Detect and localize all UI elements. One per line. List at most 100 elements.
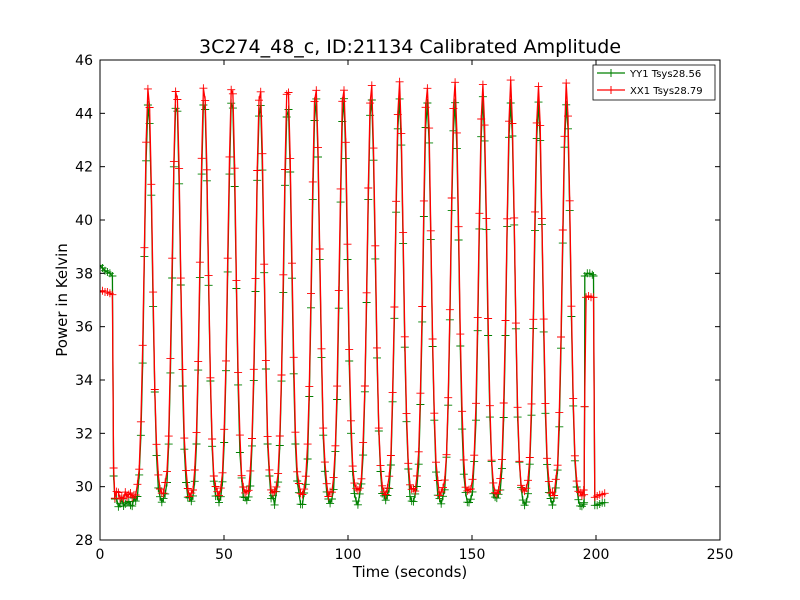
chart-title: 3C274_48_c, ID:21134 Calibrated Amplitud…: [199, 36, 621, 58]
data-point: [564, 112, 572, 121]
data-point: [478, 80, 487, 89]
data-point: [522, 498, 531, 506]
data-point: [190, 466, 199, 474]
data-point: [366, 99, 375, 108]
data-point: [445, 305, 454, 314]
data-point: [282, 90, 291, 99]
y-tick-label: 46: [75, 53, 93, 69]
y-tick-label: 42: [75, 160, 93, 176]
data-point: [383, 483, 392, 492]
data-point: [147, 180, 156, 189]
data-point: [553, 461, 562, 470]
data-point: [369, 144, 378, 153]
data-point: [126, 501, 135, 510]
data-point: [579, 486, 588, 494]
data-point: [326, 499, 335, 508]
data-point: [235, 431, 244, 440]
data-point: [286, 154, 295, 163]
data-point: [314, 143, 322, 152]
data-point: [307, 289, 315, 298]
ticks-layer: 0 50 100 150 200 250 28 30 32 34 36 38 40 42 44 46: [75, 53, 733, 563]
data-point: [466, 485, 475, 493]
data-point: [218, 477, 227, 486]
data-point: [248, 434, 256, 443]
data-point: [305, 382, 314, 391]
data-point: [463, 486, 472, 495]
data-point: [580, 490, 589, 499]
data-point: [154, 483, 163, 492]
data-point: [183, 493, 192, 502]
data-point: [373, 343, 381, 352]
data-point: [161, 489, 170, 498]
data-point: [580, 498, 589, 507]
data-point: [352, 497, 361, 506]
data-point: [348, 462, 357, 471]
data-point: [395, 77, 404, 86]
series-layer: [100, 76, 609, 511]
data-point: [268, 488, 277, 497]
data-point: [404, 459, 413, 468]
data-point: [572, 477, 581, 486]
data-point: [600, 489, 609, 498]
data-point: [397, 129, 406, 138]
data-point: [541, 399, 550, 408]
series-xx1: [100, 76, 609, 503]
data-point: [142, 138, 151, 147]
data-point: [393, 110, 402, 119]
data-point: [263, 432, 272, 441]
data-point: [362, 288, 371, 297]
data-point: [548, 488, 557, 497]
data-point: [402, 409, 411, 418]
data-point: [577, 502, 586, 511]
data-point: [485, 401, 494, 410]
data-point: [227, 85, 236, 94]
data-point: [216, 484, 225, 493]
data-point: [327, 488, 336, 497]
data-point: [223, 254, 232, 263]
data-point: [411, 487, 420, 496]
data-point: [383, 491, 392, 500]
data-point: [386, 451, 395, 460]
data-point: [312, 86, 321, 95]
data-point: [508, 119, 517, 128]
data-point: [190, 477, 199, 486]
data-point: [456, 330, 465, 339]
data-point: [432, 458, 440, 467]
data-point: [279, 270, 288, 279]
data-point: [108, 272, 117, 280]
data-point: [112, 487, 121, 496]
data-point: [442, 450, 451, 459]
data-point: [222, 356, 230, 365]
data-point: [580, 402, 589, 411]
data-point: [201, 96, 210, 105]
data-point: [242, 487, 251, 496]
data-point: [472, 399, 480, 408]
data-point: [350, 479, 359, 488]
data-point: [163, 467, 171, 476]
data-point: [270, 500, 279, 509]
data-point: [579, 500, 588, 509]
data-point: [291, 428, 300, 437]
data-point: [213, 487, 222, 496]
x-axis-label: Time (seconds): [352, 563, 468, 581]
legend-label-xx1: XX1 Tsys28.79: [630, 86, 703, 97]
data-point: [340, 86, 348, 95]
data-point: [550, 491, 559, 500]
data-point: [220, 425, 229, 434]
data-point: [110, 494, 119, 503]
data-point: [555, 408, 564, 417]
data-point: [425, 124, 434, 133]
data-point: [355, 484, 364, 493]
data-point: [454, 222, 463, 231]
data-point: [407, 485, 416, 494]
data-point: [187, 497, 196, 506]
data-point: [197, 154, 206, 163]
data-point: [143, 84, 152, 93]
data-point: [390, 303, 399, 311]
data-point: [421, 103, 430, 112]
data-point: [515, 457, 524, 466]
data-point: [409, 497, 418, 506]
data-point: [494, 486, 503, 495]
data-point: [543, 454, 552, 463]
data-point: [357, 474, 366, 483]
